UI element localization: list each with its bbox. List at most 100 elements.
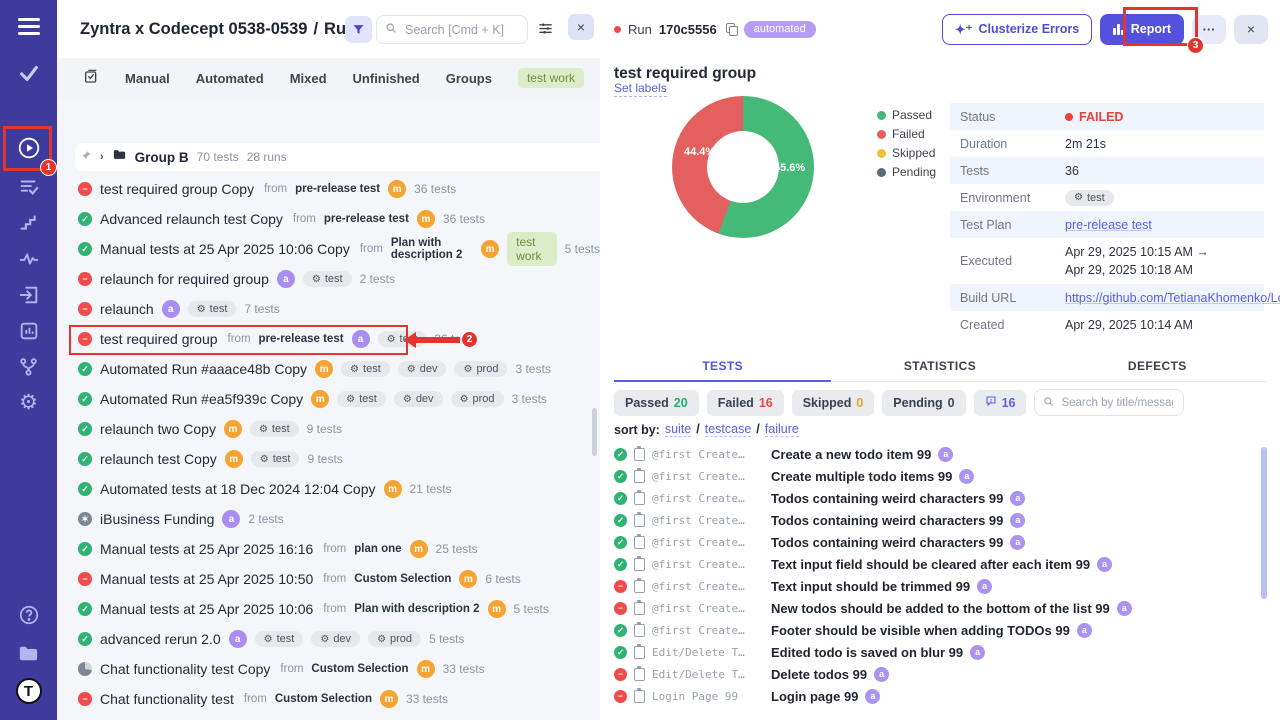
filter-funnel-button[interactable]: [345, 16, 372, 43]
menu-icon[interactable]: [0, 18, 57, 35]
run-list-item[interactable]: ✓ Manual tests at 25 Apr 2025 16:16 from pl…: [57, 534, 600, 564]
filter-mixed[interactable]: Mixed: [289, 70, 327, 86]
comments-chip[interactable]: 16: [973, 389, 1027, 416]
chip-pending[interactable]: Pending 0: [882, 389, 966, 416]
runs-scrollbar[interactable]: [592, 408, 597, 456]
testcase-icon: [634, 468, 645, 483]
chip-skipped[interactable]: Skipped 0: [791, 389, 875, 416]
test-list-item[interactable]: ✓ @first Create… Text input field should b…: [614, 553, 1256, 575]
run-list-item[interactable]: − test required group Copy from pre-release…: [57, 174, 600, 204]
env-badge: ⚙ dev: [311, 631, 361, 647]
run-list-item[interactable]: ✓ Manual tests at 25 Apr 2025 10:06 Copy f…: [57, 232, 600, 266]
sign-in-icon[interactable]: [0, 284, 57, 306]
run-detail-header: Run 170c5556 automated ✦⁺ Clusterize Err…: [614, 12, 1268, 46]
close-run-button[interactable]: ×: [1234, 14, 1268, 44]
branches-icon[interactable]: [0, 356, 57, 377]
tests-scrollbar[interactable]: [1261, 447, 1267, 599]
run-list-item[interactable]: ✓ Automated tests at 18 Dec 2024 12:04 Co…: [57, 474, 600, 504]
tests-search-input[interactable]: [1059, 395, 1176, 410]
run-list-item[interactable]: − Manual tests at 25 Apr 2025 10:50 from Cu…: [57, 564, 600, 594]
sort-by-failure[interactable]: failure: [764, 422, 799, 437]
group-runs-count: 28 runs: [246, 150, 287, 164]
run-list-icon[interactable]: [0, 176, 57, 198]
test-list-item[interactable]: ✓ @first Create… Create multiple todo item…: [614, 465, 1256, 487]
sort-by-suite[interactable]: suite: [664, 422, 692, 437]
test-title: Todos containing weird characters 99: [771, 512, 1004, 528]
test-list-item[interactable]: ✓ @first Create… Todos containing weird ch…: [614, 509, 1256, 531]
test-list-item[interactable]: − @first Create… New todos should be added…: [614, 597, 1256, 619]
test-list-item[interactable]: ✓ @first Create… Create a new todo item 99…: [614, 443, 1256, 465]
run-list-item[interactable]: Chat functionality test Copy from Custom S…: [57, 654, 600, 684]
chip-failed[interactable]: Failed 16: [706, 389, 784, 416]
group-name[interactable]: Group B: [134, 149, 189, 165]
test-list-item[interactable]: ✓ @first Create… Footer should be visible …: [614, 619, 1256, 641]
status-failed-icon: −: [78, 182, 92, 196]
tab-statistics[interactable]: STATISTICS: [903, 359, 977, 373]
sort-separator: /: [696, 422, 700, 436]
settings-gear-icon[interactable]: ⚙: [19, 391, 38, 414]
run-list-item[interactable]: ✓ Advanced relaunch test Copy from pre-rele…: [57, 204, 600, 234]
runs-search[interactable]: [376, 15, 528, 44]
run-list-item[interactable]: ✶ iBusiness Funding a 2 tests: [57, 504, 600, 534]
filter-groups[interactable]: Groups: [445, 70, 492, 86]
run-list-item[interactable]: ✓ advanced rerun 2.0 a ⚙ test ⚙ dev ⚙ prod 5 test…: [57, 624, 600, 654]
projects-folder-icon[interactable]: [0, 642, 57, 665]
clusterize-errors-button[interactable]: ✦⁺ Clusterize Errors: [941, 13, 1093, 45]
run-list-item[interactable]: − Chat functionality test from Custom Selec…: [57, 684, 600, 714]
filter-unfinished[interactable]: Unfinished: [352, 70, 420, 86]
steps-icon[interactable]: [0, 212, 57, 233]
select-checkbox-icon[interactable]: [83, 68, 99, 89]
play-circle-icon[interactable]: [0, 136, 57, 160]
run-list-item[interactable]: ✓ Automated Run #aaace48b Copy m ⚙ test ⚙ dev ⚙…: [57, 354, 600, 384]
set-labels-link[interactable]: Set labels: [614, 81, 667, 97]
runs-panel-close-button[interactable]: ×: [568, 14, 594, 40]
filter-tag[interactable]: test work: [517, 68, 584, 88]
run-list-item[interactable]: ✓ Manual tests at 25 Apr 2025 10:06 from Pl…: [57, 594, 600, 624]
avatar[interactable]: T: [0, 678, 57, 704]
summary-link-value[interactable]: pre-release test: [1065, 217, 1152, 232]
summary-link-value[interactable]: https://github.com/TetianaKhomenko/Lo...: [1065, 290, 1280, 305]
filter-automated[interactable]: Automated: [195, 70, 264, 86]
activity-icon[interactable]: [0, 248, 57, 270]
run-item-title: Manual tests at 25 Apr 2025 16:16: [100, 541, 314, 557]
legend-dot: [877, 129, 886, 139]
legend-item: Passed: [877, 108, 936, 122]
run-list-item[interactable]: − relaunch for required group a ⚙ test 2 test…: [57, 264, 600, 294]
group-row[interactable]: › Group B 70 tests 28 runs: [75, 143, 600, 171]
summary-row: Environment ⚙ test: [950, 184, 1264, 211]
report-icon[interactable]: [0, 320, 57, 342]
run-list-item[interactable]: ✓ relaunch two Copy m ⚙ test 9 tests: [57, 414, 600, 444]
run-item-tests-count: 33 tests: [442, 662, 485, 676]
summary-label: Duration: [960, 136, 1008, 151]
tests-search[interactable]: [1034, 389, 1185, 416]
runs-search-input[interactable]: [403, 21, 519, 38]
chip-passed[interactable]: Passed 20: [614, 389, 699, 416]
chevron-right-icon[interactable]: ›: [100, 151, 104, 163]
copy-icon[interactable]: [725, 22, 738, 36]
breadcrumb-project[interactable]: Zyntra x Codecept 0538-0539: [80, 19, 308, 38]
help-icon[interactable]: [0, 604, 57, 626]
tab-tests[interactable]: TESTS: [614, 356, 832, 382]
run-list-item[interactable]: − test required group from pre-release test…: [57, 324, 600, 354]
more-button[interactable]: ···: [1192, 14, 1226, 44]
tab-defects[interactable]: DEFECTS: [1127, 359, 1187, 373]
filter-manual[interactable]: Manual: [125, 70, 170, 86]
env-badge: ⚙ dev: [393, 391, 443, 407]
close-icon: ×: [576, 19, 586, 35]
check-icon[interactable]: [0, 62, 57, 84]
report-button[interactable]: Report: [1100, 13, 1184, 45]
run-list-item[interactable]: ✓ relaunch test Copy m ⚙ test 9 tests: [57, 444, 600, 474]
test-list-item[interactable]: ✓ @first Create… Todos containing weird ch…: [614, 487, 1256, 509]
test-list-item[interactable]: − Login Page 99 Login page 99 a: [614, 685, 1256, 707]
run-list-item[interactable]: ✓ Automated Run #ea5f939c Copy m ⚙ test ⚙ dev ⚙…: [57, 384, 600, 414]
testcase-icon: [634, 600, 645, 615]
view-settings-icon[interactable]: [538, 21, 553, 41]
sort-by-testcase[interactable]: testcase: [704, 422, 752, 437]
test-list-item[interactable]: ✓ @first Create… Todos containing weird ch…: [614, 531, 1256, 553]
run-list-item[interactable]: − relaunch a ⚙ test 7 tests: [57, 294, 600, 324]
donut-failed-label: 44.4%: [684, 146, 716, 158]
test-list-item[interactable]: ✓ Edit/Delete T… Edited todo is saved on b…: [614, 641, 1256, 663]
author-badge: m: [487, 600, 506, 618]
test-list-item[interactable]: − @first Create… Text input should be trim…: [614, 575, 1256, 597]
test-list-item[interactable]: − Edit/Delete T… Delete todos 99 a: [614, 663, 1256, 685]
